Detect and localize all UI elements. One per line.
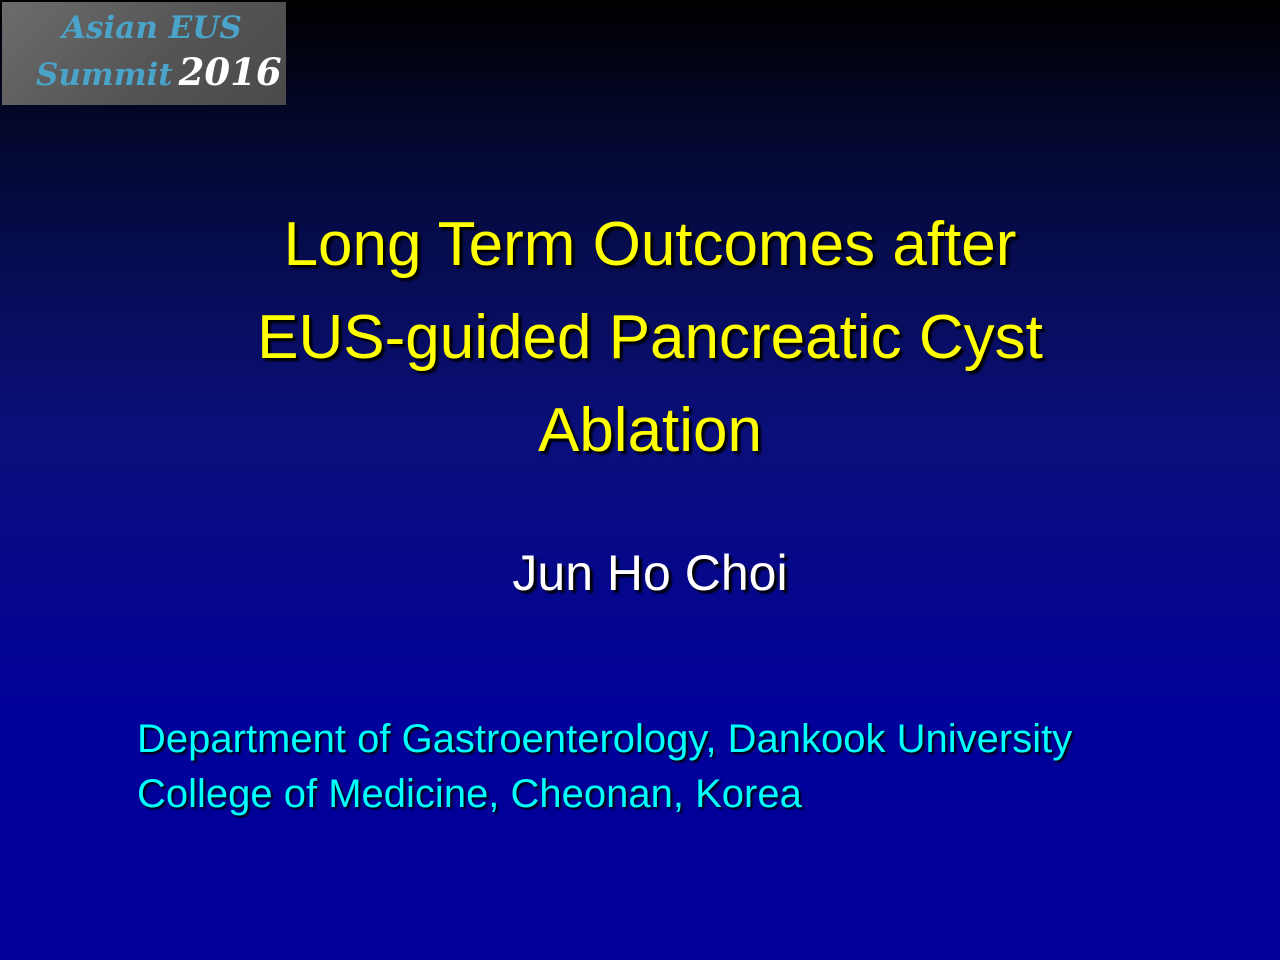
affiliation-line: College of Medicine, Cheonan, Korea <box>137 772 802 816</box>
logo-year: 2016 <box>178 50 282 94</box>
affiliation-line: Department of Gastroenterology, Dankook … <box>137 717 1073 761</box>
logo-line-2: Summit 2016 <box>36 50 282 94</box>
conference-logo: Asian EUS Summit 2016 <box>2 2 286 105</box>
author-affiliation: Department of Gastroenterology, Dankook … <box>137 712 1267 822</box>
author-name: Jun Ho Choi <box>512 545 788 601</box>
title-line: Long Term Outcomes after <box>283 210 1017 279</box>
title-line: Ablation <box>537 396 763 465</box>
logo-word: Summit <box>36 57 173 93</box>
title-line: EUS-guided Pancreatic Cyst <box>257 303 1043 372</box>
slide-title: Long Term Outcomes after EUS-guided Panc… <box>100 198 1200 477</box>
logo-line-1: Asian EUS <box>62 10 242 46</box>
